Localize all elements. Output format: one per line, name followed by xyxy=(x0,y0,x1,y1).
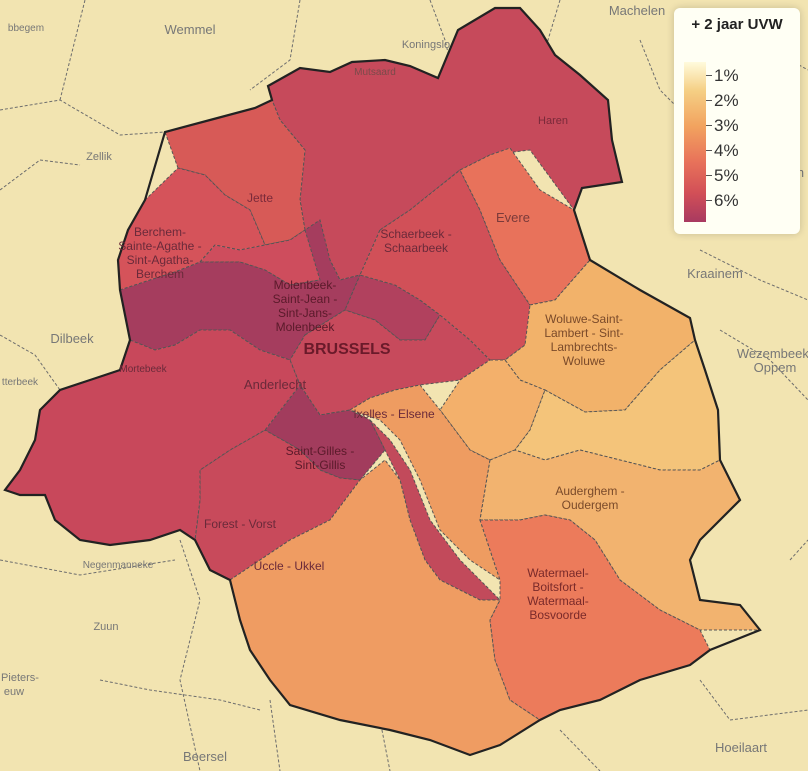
label-berchem-3: Sint-Agatha- xyxy=(127,253,194,267)
label-dilbeek: Dilbeek xyxy=(50,331,94,346)
label-hoeilaart: Hoeilaart xyxy=(715,740,767,755)
label-auderghem-2: Oudergem xyxy=(562,498,619,512)
legend-title: + 2 jaar UVW xyxy=(691,16,783,33)
label-beersel: Beersel xyxy=(183,749,227,764)
legend-tick-4 xyxy=(706,150,712,151)
label-schaarbeek-1: Schaerbeek - xyxy=(380,227,451,241)
legend-tick-2 xyxy=(706,100,712,101)
label-saint-gilles-2: Sint-Gillis xyxy=(295,458,346,472)
label-watermael-2: Boitsfort - xyxy=(532,580,583,594)
municipality-evere[interactable] xyxy=(459,147,591,306)
label-woluwe-3: Lambrechts- xyxy=(551,340,618,354)
label-berchem-1: Berchem- xyxy=(134,225,186,239)
legend-tick-1 xyxy=(706,75,712,76)
municipality-woluwe-saint-lambert[interactable] xyxy=(504,259,696,413)
label-molenbeek-1: Molenbeek- xyxy=(274,278,337,292)
label-molenbeek-4: Molenbeek xyxy=(276,320,336,334)
municipality-ixelles-strip[interactable] xyxy=(369,419,502,601)
label-haren: Haren xyxy=(538,115,568,127)
legend-color-ramp xyxy=(684,62,706,222)
label-mutsaard: Mutsaard xyxy=(354,67,396,78)
label-auderghem-1: Auderghem - xyxy=(555,484,624,498)
label-molenbeek-2: Saint-Jean - xyxy=(273,292,338,306)
label-pieters-2: euw xyxy=(4,686,24,698)
label-evere: Evere xyxy=(496,210,530,225)
label-bbegem: bbegem xyxy=(8,23,44,34)
municipality-saint-gilles[interactable] xyxy=(264,384,386,481)
label-negenmanneke: Negenmanneke xyxy=(83,560,154,571)
legend-tick-5 xyxy=(706,175,712,176)
label-molenbeek-3: Sint-Jans- xyxy=(278,306,332,320)
label-forest: Forest - Vorst xyxy=(204,517,277,531)
label-machelen: Machelen xyxy=(609,3,665,18)
label-uccle: Uccle - Ukkel xyxy=(254,559,325,573)
label-koningslo: Koningslo xyxy=(402,39,450,51)
label-berchem-2: Sainte-Agathe - xyxy=(118,239,201,253)
label-watermael-3: Watermaal- xyxy=(527,594,589,608)
label-mortebeek: Mortebeek xyxy=(119,364,167,375)
legend-tick-3 xyxy=(706,125,712,126)
label-anderlecht: Anderlecht xyxy=(244,377,307,392)
label-woluwe-4: Woluwe xyxy=(563,354,606,368)
legend-label-1: 1% xyxy=(714,66,739,85)
legend-label-2: 2% xyxy=(714,91,739,110)
label-saint-gilles-1: Saint-Gilles - xyxy=(286,444,355,458)
municipality-watermael-boitsfort[interactable] xyxy=(479,514,711,721)
label-berchem-4: Berchem xyxy=(136,267,184,281)
label-wemmel: Wemmel xyxy=(164,22,215,37)
label-kraainem: Kraainem xyxy=(687,266,743,281)
label-wezembeek-1: Wezembeek- xyxy=(737,346,808,361)
region-outline xyxy=(3,6,762,757)
label-tterbeek: tterbeek xyxy=(2,377,39,388)
legend-label-6: 6% xyxy=(714,191,739,210)
legend-label-3: 3% xyxy=(714,116,739,135)
legend-tick-6 xyxy=(706,200,712,201)
municipality-ixelles[interactable] xyxy=(348,384,501,582)
municipalities[interactable] xyxy=(4,7,762,756)
label-brussels: BRUSSELS xyxy=(303,341,390,358)
label-woluwe-2: Lambert - Sint- xyxy=(544,326,623,340)
legend-label-4: 4% xyxy=(714,141,739,160)
legend-label-5: 5% xyxy=(714,166,739,185)
label-pieters-1: Pieters- xyxy=(1,672,39,684)
label-watermael-4: Bosvoorde xyxy=(529,608,587,622)
legend: + 2 jaar UVW 1% 2% 3% 4% 5% 6% xyxy=(674,8,800,234)
label-ixelles: Ixelles - Elsene xyxy=(353,407,435,421)
label-jette: Jette xyxy=(247,191,273,205)
label-zuun: Zuun xyxy=(93,621,118,633)
label-zellik: Zellik xyxy=(86,151,112,163)
municipality-etterbeek[interactable] xyxy=(439,359,546,461)
label-watermael-1: Watermael- xyxy=(527,566,589,580)
label-schaarbeek-2: Schaarbeek xyxy=(384,241,449,255)
label-wezembeek-2: Oppem xyxy=(754,360,797,375)
label-woluwe-1: Woluwe-Saint- xyxy=(545,312,623,326)
